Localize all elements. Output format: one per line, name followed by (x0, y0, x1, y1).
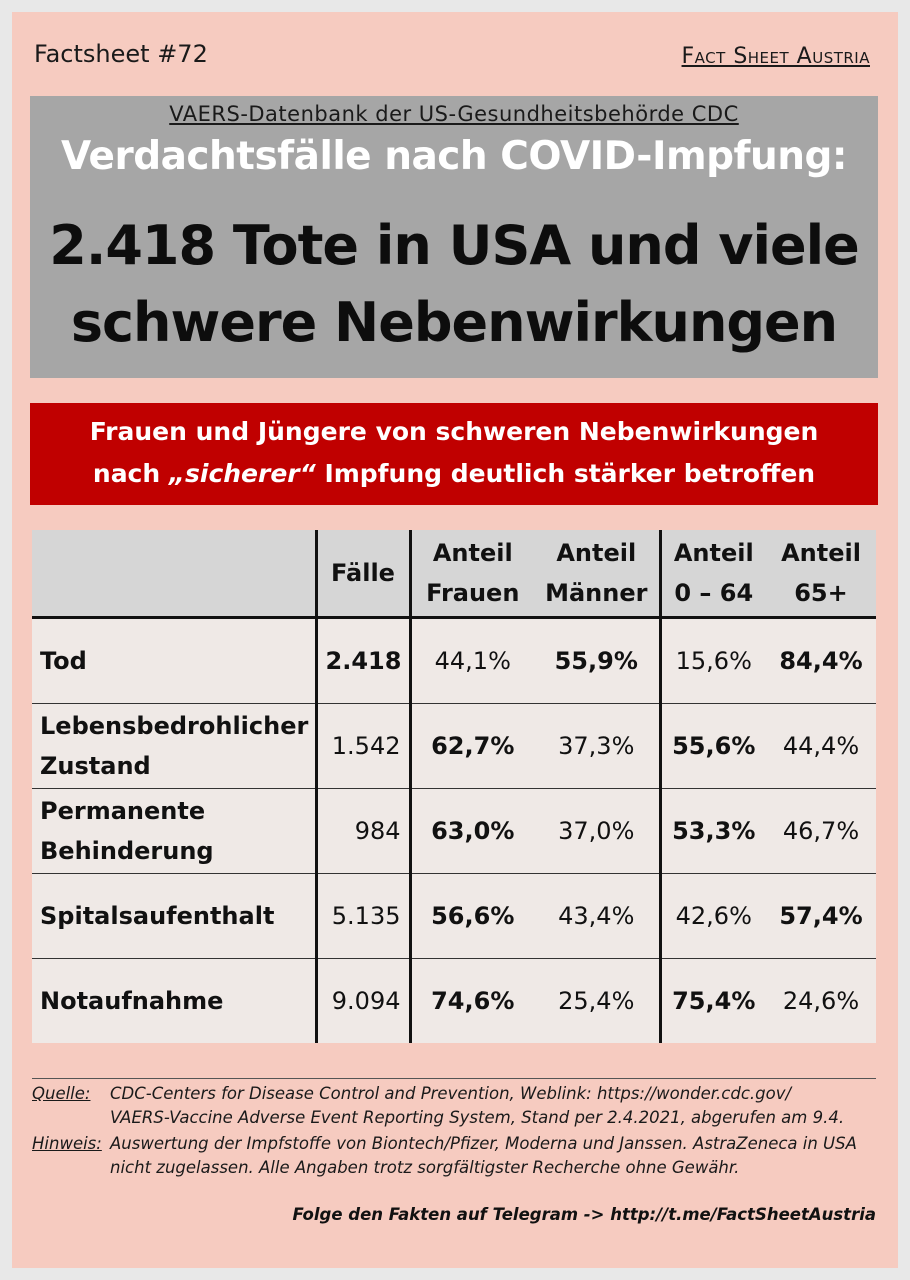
cell-men: 43,4% (534, 873, 662, 959)
source-line-1: Quelle: CDC-Centers for Disease Control a… (32, 1084, 792, 1103)
table-row: Permanente Behinderung 984 63,0% 37,0% 53… (32, 788, 876, 874)
header-men: Anteil Männer (534, 530, 662, 618)
note-line-2: nicht zugelassen. Alle Angaben trotz sor… (110, 1158, 740, 1177)
fact-sheet: Factsheet #72 Fact Sheet Austria VAERS-D… (12, 12, 898, 1268)
note-label: Hinweis: (32, 1134, 102, 1153)
cell-women: 63,0% (410, 788, 534, 874)
source-line-2: VAERS-Vaccine Adverse Event Reporting Sy… (110, 1108, 845, 1127)
table-row: Tod 2.418 44,1% 55,9% 15,6% 84,4% (32, 616, 876, 704)
cell-cases: 1.542 (316, 703, 412, 789)
row-label: Tod (32, 616, 318, 704)
cell-age-0-64: 53,3% (660, 788, 766, 874)
title-white: Verdachtsfälle nach COVID-Impfung: (60, 134, 848, 179)
cell-men: 37,3% (534, 703, 662, 789)
data-table-wrap: Fälle Anteil Frauen Anteil Männer Anteil 0 … (32, 530, 876, 1043)
note-line-1: Hinweis: Auswertung der Impfstoffe von Bi… (32, 1134, 857, 1153)
cell-cases: 9.094 (316, 958, 412, 1043)
source-label: Quelle: (32, 1084, 91, 1103)
title-line-2: schwere Nebenwirkungen (70, 291, 838, 354)
subhead-banner: Frauen und Jüngere von schweren Nebenwir… (30, 403, 878, 505)
supertitle: VAERS-Datenbank der US-Gesundheitsbehörd… (169, 102, 739, 126)
factsheet-number: Factsheet #72 (34, 40, 208, 68)
header-age-65: Anteil 65+ (766, 530, 876, 618)
cell-men: 37,0% (534, 788, 662, 874)
cell-men: 25,4% (534, 958, 662, 1043)
subhead-emphasis: „sicherer“ (168, 459, 316, 488)
cell-age-65: 84,4% (766, 616, 876, 704)
table-row: Lebensbedrohlicher Zustand 1.542 62,7% 37… (32, 703, 876, 789)
telegram-link[interactable]: Folge den Fakten auf Telegram -> http://… (292, 1205, 876, 1224)
cell-age-0-64: 75,4% (660, 958, 766, 1043)
row-label: Spitalsaufenthalt (32, 873, 318, 959)
table-row: Notaufnahme 9.094 74,6% 25,4% 75,4% 24,6… (32, 958, 876, 1043)
row-label: Lebensbedrohlicher Zustand (32, 703, 318, 789)
table-row: Spitalsaufenthalt 5.135 56,6% 43,4% 42,6… (32, 873, 876, 959)
header-women: Anteil Frauen (410, 530, 534, 618)
title-line-1: 2.418 Tote in USA und viele (49, 214, 860, 277)
cell-women: 56,6% (410, 873, 534, 959)
cell-cases: 984 (316, 788, 412, 874)
table-header-row: Fälle Anteil Frauen Anteil Männer Anteil 0 … (32, 530, 876, 618)
subhead-line-2: nach „sicherer“ Impfung deutlich stärker… (30, 454, 878, 494)
cell-women: 62,7% (410, 703, 534, 789)
header-empty (32, 530, 318, 618)
cell-age-65: 46,7% (766, 788, 876, 874)
cell-age-0-64: 55,6% (660, 703, 766, 789)
cell-age-65: 57,4% (766, 873, 876, 959)
cell-cases: 2.418 (316, 616, 412, 704)
cell-age-0-64: 42,6% (660, 873, 766, 959)
data-table: Fälle Anteil Frauen Anteil Männer Anteil 0 … (32, 530, 876, 1043)
subhead-pre: nach (92, 459, 169, 488)
headline-box: VAERS-Datenbank der US-Gesundheitsbehörd… (30, 96, 878, 378)
row-label: Notaufnahme (32, 958, 318, 1043)
cell-women: 74,6% (410, 958, 534, 1043)
cell-age-65: 24,6% (766, 958, 876, 1043)
cell-women: 44,1% (410, 616, 534, 704)
header-cases: Fälle (316, 530, 412, 618)
brand-name: Fact Sheet Austria (681, 44, 870, 69)
cell-age-65: 44,4% (766, 703, 876, 789)
cell-age-0-64: 15,6% (660, 616, 766, 704)
subhead-line-1: Frauen und Jüngere von schweren Nebenwir… (89, 417, 819, 446)
row-label: Permanente Behinderung (32, 788, 318, 874)
header-age-0-64: Anteil 0 – 64 (660, 530, 766, 618)
cell-cases: 5.135 (316, 873, 412, 959)
cell-men: 55,9% (534, 616, 662, 704)
subhead-post: Impfung deutlich stärker betroffen (315, 459, 816, 488)
footer-divider (32, 1078, 876, 1079)
